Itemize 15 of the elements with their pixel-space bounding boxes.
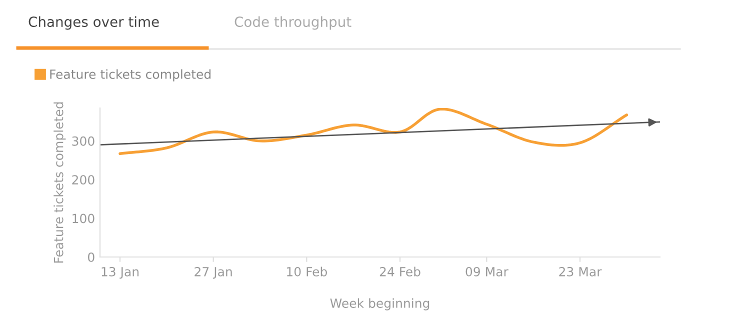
- legend-label: Feature tickets completed: [50, 69, 210, 82]
- x-tick-label: 10 Feb: [287, 266, 327, 276]
- x-tick-label: 27 Jan: [194, 266, 232, 279]
- y-tick-label: 200: [72, 175, 94, 185]
- y-axis-title: Feature tickets completed: [54, 102, 66, 263]
- x-axis-title: Week beginning: [330, 298, 430, 310]
- x-tick-label: 09 Mar: [466, 266, 508, 276]
- x-tick-label: 23 Mar: [559, 266, 602, 276]
- y-tick-label: 100: [72, 214, 94, 224]
- x-tick-label: 13 Jan: [102, 266, 139, 279]
- chart-title: Changes over time: [28, 16, 159, 30]
- y-tick-label: 300: [72, 136, 94, 146]
- x-tick-label: 24 Feb: [380, 266, 420, 276]
- y-tick-label: 0: [88, 252, 94, 262]
- text: Code throughput: [234, 16, 352, 30]
